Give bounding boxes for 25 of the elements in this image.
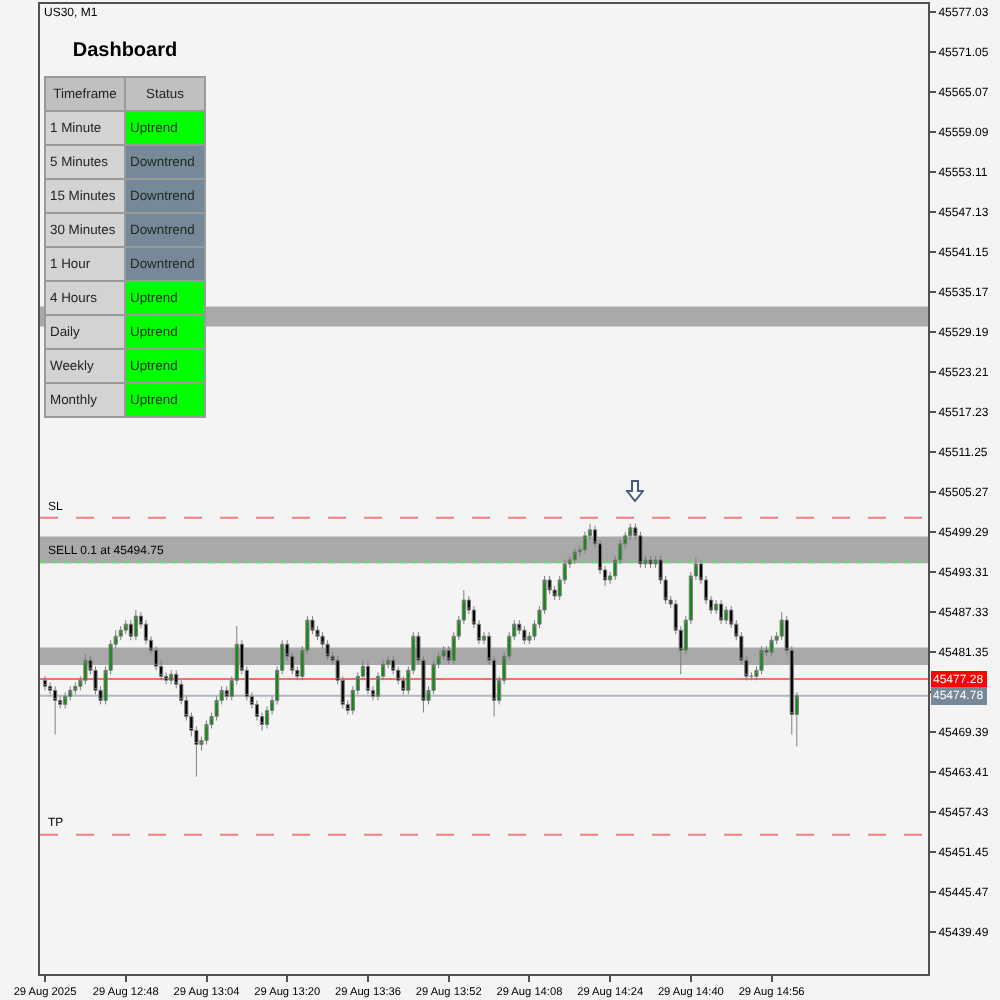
candlestick: [63, 691, 68, 709]
candlestick: [53, 685, 58, 736]
candlestick: [68, 685, 73, 701]
candlestick: [724, 605, 729, 625]
candlestick: [648, 555, 653, 569]
candlestick: [73, 681, 78, 695]
candlestick: [582, 531, 587, 555]
candlestick: [572, 547, 577, 565]
candlestick: [123, 619, 128, 635]
candlestick: [133, 609, 138, 641]
candlestick: [759, 645, 764, 675]
candlestick: [719, 599, 724, 625]
candlestick: [204, 719, 209, 746]
candlestick: [325, 639, 330, 661]
candlestick: [42, 675, 48, 691]
candlestick: [441, 645, 446, 661]
candlestick: [118, 625, 123, 641]
candlestick: [169, 669, 174, 685]
candlestick: [638, 531, 643, 569]
candlestick: [83, 653, 88, 685]
candlestick: [769, 635, 774, 657]
candlestick: [522, 625, 527, 645]
candlestick: [365, 661, 371, 695]
text: Dashboard: [70, 38, 180, 64]
candlestick: [628, 523, 633, 541]
